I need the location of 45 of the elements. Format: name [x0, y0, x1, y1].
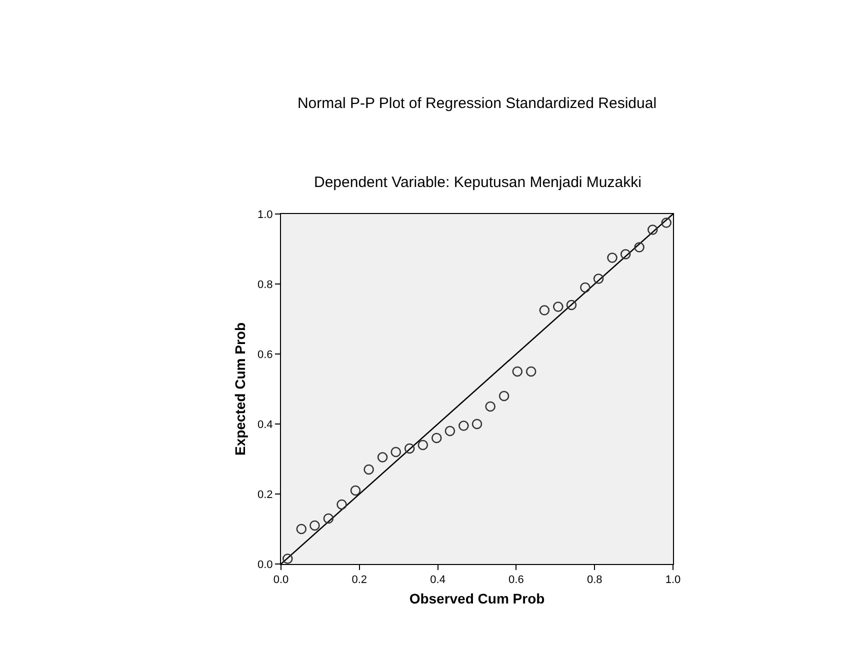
- point: [580, 282, 590, 293]
- y-axis-title: Expected Cum Prob: [232, 322, 248, 456]
- point: [566, 300, 577, 310]
- point: [418, 440, 428, 450]
- point: [485, 401, 496, 412]
- point: [364, 464, 374, 475]
- point: [647, 224, 658, 235]
- point: [282, 554, 293, 564]
- point: [310, 520, 320, 531]
- x-tick-label: 0.8: [586, 574, 602, 586]
- y-tick-label: 0.8: [258, 278, 273, 291]
- point: [620, 249, 631, 260]
- y-tick-label: 0.0: [258, 558, 273, 571]
- point: [593, 274, 604, 284]
- y-tick-label: 0.2: [258, 488, 273, 501]
- chart-title: Normal P-P Plot of Regression Standardized Residual: [297, 95, 657, 112]
- point: [634, 242, 644, 252]
- point: [512, 366, 523, 377]
- point: [404, 443, 415, 454]
- point: [444, 426, 456, 436]
- point: [431, 432, 442, 444]
- y-tick-label: 0.6: [258, 348, 273, 361]
- x-tick-label: 0.2: [352, 574, 368, 586]
- point: [296, 524, 307, 534]
- x-tick-label: 0.4: [430, 574, 446, 586]
- point: [552, 302, 564, 312]
- point: [498, 390, 510, 402]
- point: [350, 485, 361, 496]
- point: [539, 305, 550, 316]
- x-axis-title: Observed Cum Prob: [409, 590, 545, 606]
- point: [390, 446, 402, 458]
- x-tick-label: 0.6: [508, 574, 524, 586]
- point: [323, 513, 334, 524]
- x-tick-label: 0.0: [273, 574, 289, 586]
- y-tick-label: 0.4: [258, 418, 273, 431]
- point: [661, 218, 672, 228]
- point: [472, 418, 482, 430]
- point: [336, 499, 347, 510]
- y-tick-label: 1.0: [258, 208, 273, 221]
- point: [458, 420, 469, 431]
- point: [377, 452, 388, 462]
- point: [526, 366, 536, 377]
- x-tick-label: 1.0: [665, 574, 681, 586]
- chart-subtitle: Dependent Variable: Keputusan Menjadi Muzakki: [314, 174, 642, 191]
- point: [607, 252, 618, 263]
